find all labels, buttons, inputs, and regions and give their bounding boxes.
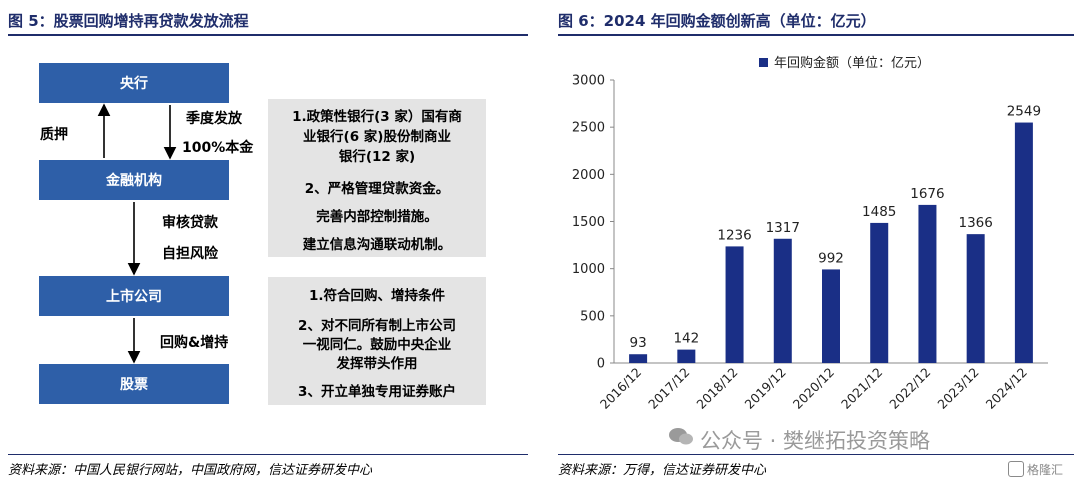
data-label: 142	[673, 331, 699, 347]
left-figure-title: 图 5：股票回购增持再贷款发放流程	[8, 12, 249, 30]
x-tick-label: 2020/12	[790, 365, 837, 412]
box1-line: 2、严格管理贷款资金。	[304, 181, 450, 197]
logo-mark-icon	[1008, 461, 1024, 477]
label-pledge: 质押	[40, 127, 68, 143]
x-tick-label: 2022/12	[886, 365, 933, 412]
bar	[822, 269, 840, 363]
y-tick-label: 3000	[572, 74, 605, 89]
data-label: 1366	[958, 215, 992, 231]
bar	[629, 354, 648, 363]
x-tick-label: 2024/12	[983, 365, 1030, 412]
node-stocks: 股票	[39, 364, 229, 404]
x-tick-label: 2023/12	[934, 365, 981, 412]
bar	[677, 349, 696, 363]
bar	[773, 238, 792, 363]
company-requirements-box: 1.符合回购、增持条件 2、对不同所有制上市公司 一视同仁。鼓励中央企业 发挥带…	[268, 277, 486, 405]
y-tick-label: 2000	[572, 168, 605, 183]
bank-requirements-box: 1.政策性银行(3 家）国有商 业银行(6 家)股份制商业 银行(12 家) 2…	[268, 99, 486, 257]
box2-line: 一视同仁。鼓励中央企业	[302, 337, 452, 353]
box1-line: 建立信息沟通联动机制。	[302, 237, 452, 253]
node-financial-institution: 金融机构	[39, 160, 229, 200]
box1-line: 业银行(6 家)股份制商业	[303, 129, 451, 145]
node-listed-company: 上市公司	[39, 276, 229, 316]
label-principal: 100%本金	[182, 140, 254, 156]
buyback-bar-chart: 0 500 1000 1500 2000 2500 3000 93 2016/12 142 2017…	[572, 55, 1048, 412]
bar	[966, 234, 985, 363]
data-label: 1676	[910, 186, 944, 202]
y-tick-label: 500	[580, 309, 605, 324]
x-tick-label: 2019/12	[742, 365, 789, 412]
label-quarterly: 季度发放	[186, 111, 242, 127]
flow-connectors	[97, 103, 177, 364]
x-tick-label: 2017/12	[645, 365, 692, 412]
y-tick-label: 2500	[572, 121, 605, 136]
label-buyback: 回购&增持	[160, 335, 229, 351]
wechat-icon	[668, 426, 694, 446]
box2-line: 2、对不同所有制上市公司	[298, 318, 456, 334]
right-figure-title: 图 6：2024 年回购金额创新高（单位：亿元）	[558, 12, 876, 30]
legend-label: 年回购金额（单位：亿元）	[774, 55, 930, 71]
x-tick-label: 2018/12	[693, 365, 740, 412]
x-tick-label: 2016/12	[597, 365, 644, 412]
box1-line: 完善内部控制措施。	[316, 209, 438, 225]
box2-line: 1.符合回购、增持条件	[308, 288, 446, 304]
label-review: 审核贷款	[162, 215, 218, 231]
bar	[918, 204, 937, 363]
data-label: 2549	[1007, 104, 1041, 120]
bar	[725, 246, 744, 363]
x-tick-label: 2021/12	[838, 365, 885, 412]
label-risk: 自担风险	[162, 246, 218, 262]
data-label: 1236	[717, 227, 751, 243]
box1-line: 银行(12 家)	[338, 149, 416, 165]
logo-text: 格隆汇	[1027, 462, 1064, 477]
left-title-rule	[8, 34, 528, 36]
data-label: 1485	[862, 204, 896, 220]
node-central-bank: 央行	[39, 63, 229, 103]
left-source-note: 资料来源：中国人民银行网站，中国政府网，信达证券研发中心	[8, 463, 373, 478]
bar	[870, 222, 889, 363]
y-tick-label: 0	[597, 357, 605, 372]
right-source-note: 资料来源：万得，信达证券研发中心	[558, 463, 767, 478]
box1-line: 1.政策性银行(3 家）国有商	[292, 109, 462, 125]
data-label: 1317	[766, 220, 800, 236]
right-bottom-rule	[558, 454, 1074, 455]
bar	[1014, 122, 1033, 363]
right-title-rule	[558, 34, 1074, 36]
y-tick-label: 1500	[572, 215, 605, 230]
data-label: 93	[630, 335, 647, 351]
box2-line: 发挥带头作用	[336, 356, 418, 372]
watermark-text: 公众号 · 樊继拓投资策略	[700, 429, 931, 453]
box2-line: 3、开立单独专用证券账户	[298, 384, 456, 400]
y-tick-label: 1000	[572, 262, 605, 277]
gelonghui-logo: 格隆汇	[1008, 458, 1074, 480]
legend-swatch	[759, 58, 768, 67]
data-label: 992	[818, 250, 844, 266]
left-bottom-rule	[8, 454, 528, 455]
